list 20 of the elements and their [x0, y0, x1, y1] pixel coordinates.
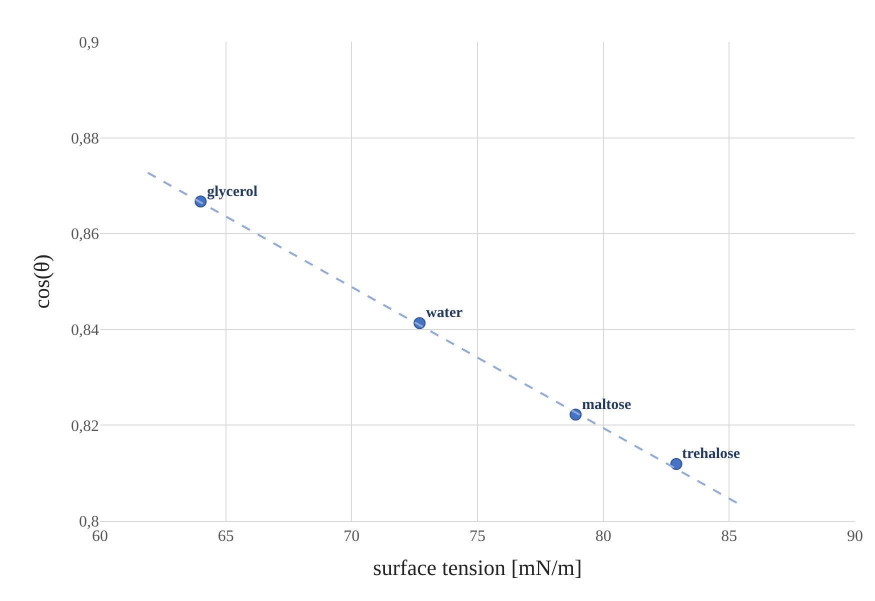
- y-tick-label: 0,86: [71, 226, 99, 244]
- annotation: glycerol: [207, 184, 258, 200]
- point: [670, 458, 682, 470]
- x-axis-title: surface tension [mN/m]: [373, 555, 582, 580]
- x-tick-label: 85: [721, 528, 738, 546]
- x-tick-label: 60: [92, 528, 108, 546]
- y-tick-label: 0,84: [71, 322, 99, 339]
- x-tick-label: 90: [847, 528, 863, 546]
- annotation: trehalose: [682, 446, 740, 462]
- y-tick-label: 0,88: [71, 130, 99, 148]
- y-tick-label: 0,8: [79, 514, 99, 531]
- y-tick-label: 0,82: [71, 418, 99, 435]
- y-tick-label: 0,9: [79, 34, 99, 52]
- annotation: water: [426, 305, 463, 321]
- y-axis-title: cos(θ): [28, 254, 54, 309]
- x-tick-label: 75: [470, 528, 486, 546]
- x-tick-label: 70: [344, 528, 360, 546]
- x-tick-label: 65: [218, 528, 234, 546]
- annotation: maltose: [582, 397, 632, 413]
- x-tick-label: 80: [595, 528, 612, 546]
